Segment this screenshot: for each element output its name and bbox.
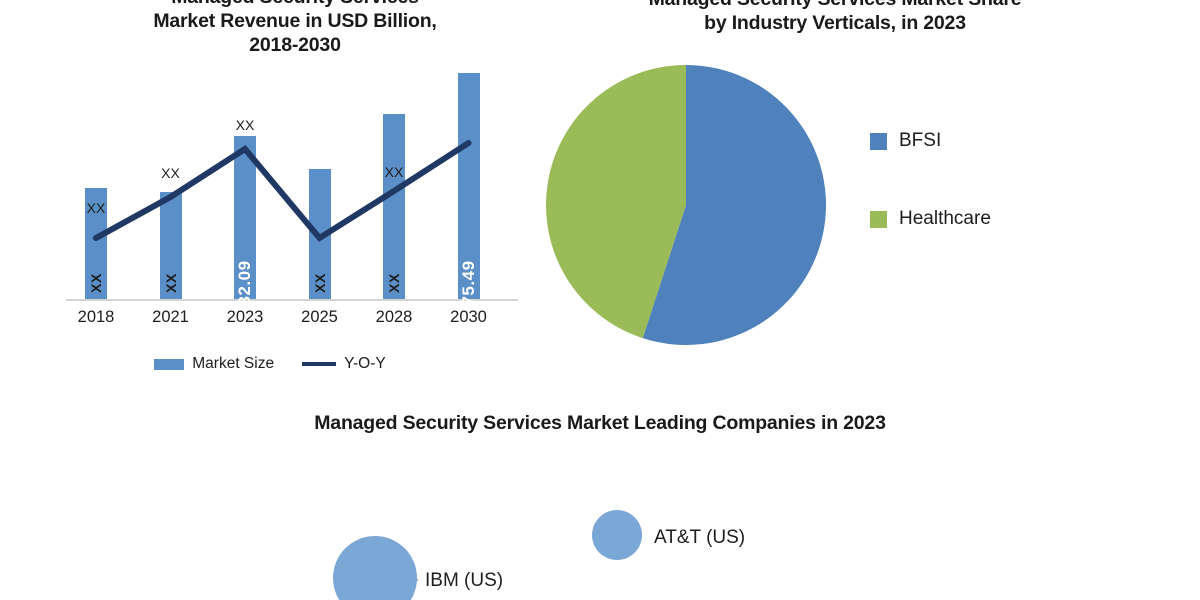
bar-2028: XX <box>383 114 405 299</box>
yoy-value-label-2021: XX <box>161 165 180 181</box>
yoy-line-swatch-icon <box>302 362 337 366</box>
company-bubble-ibm-us[interactable] <box>333 536 417 600</box>
bar-chart-title: Managed Security Services Market Revenue… <box>105 0 485 57</box>
legend-item-yoy: Y-O-Y <box>302 355 386 373</box>
bar-value-label-2025: XX <box>311 273 328 293</box>
yoy-polyline <box>93 140 472 242</box>
bar-value-label-2018: XX <box>88 273 104 293</box>
pie-legend-item-bfsi: BFSI <box>870 130 1080 152</box>
x-axis-tick-2028: 2028 <box>375 308 413 326</box>
bar-value-label-2023: 32.09 <box>235 260 254 306</box>
x-axis-tick-2030: 2030 <box>450 308 487 326</box>
bar-2025: XX <box>308 169 331 299</box>
pie-chart-graphic <box>546 64 826 345</box>
pie-chart-title: Managed Security Services Market Share b… <box>600 0 1070 36</box>
x-axis-tick-2025: 2025 <box>301 308 338 326</box>
yoy-value-label-2028: XX <box>384 164 404 180</box>
bar-chart-title-line1: Managed Security Services <box>105 0 485 10</box>
pie-chart-panel: Managed Security Services Market Share b… <box>540 0 1100 400</box>
legend-label-market-size: Market Size <box>192 355 275 372</box>
company-bubble-label-at-t-us: AT&T (US) <box>654 527 746 548</box>
market-size-swatch-icon <box>154 358 185 370</box>
bar-2021: XX <box>159 192 182 299</box>
pie-legend-label-bfsi: BFSI <box>899 130 942 151</box>
legend-item-market-size: Market Size <box>154 355 274 373</box>
pie-legend-swatch-icon-bfsi <box>870 132 887 150</box>
bar-2023: 32.09 <box>234 136 256 306</box>
bar-chart-title-line2: Market Revenue in USD Billion, <box>153 9 437 32</box>
bar-value-label-2030: 75.49 <box>458 260 478 306</box>
bar-2030: 75.49 <box>457 73 480 306</box>
x-axis-tick-2023: 2023 <box>226 308 264 326</box>
pie-slice-bfsi <box>642 65 826 345</box>
pie-slice-healthcare <box>546 64 686 339</box>
company-bubble-at-t-us[interactable] <box>592 510 642 560</box>
pie-chart-legend: BFSI Healthcare <box>870 130 1080 286</box>
leading-companies-title: Managed Security Services Market Leading… <box>314 412 886 434</box>
bar-chart-axis-line <box>66 299 518 301</box>
company-bubble-label-ibm-us: IBM (US) <box>425 570 504 591</box>
yoy-value-label-2023: XX <box>235 117 255 133</box>
pie-chart-title-line1: Managed Security Services Market Share <box>600 0 1070 12</box>
pie-legend-swatch-icon-healthcare <box>870 210 887 228</box>
leading-companies-panel: Managed Security Services Market Leading… <box>0 400 1200 600</box>
x-axis-tick-2018: 2018 <box>77 308 115 326</box>
bar-chart-title-line3: 2018-2030 <box>249 33 341 56</box>
bar-value-label-2028: XX <box>386 273 402 293</box>
legend-label-yoy: Y-O-Y <box>344 355 386 372</box>
bar-chart-legend: Market Size Y-O-Y <box>0 355 540 373</box>
pie-legend-item-healthcare: Healthcare <box>870 208 1080 230</box>
bar-chart-panel: Managed Security Services Market Revenue… <box>0 0 540 400</box>
x-axis-tick-2021: 2021 <box>152 308 189 326</box>
bar-value-label-2021: XX <box>162 273 179 293</box>
yoy-value-label-2018: XX <box>86 200 106 216</box>
pie-legend-label-healthcare: Healthcare <box>899 208 991 229</box>
pie-chart-title-line2: by Industry Verticals, in 2023 <box>704 11 966 34</box>
